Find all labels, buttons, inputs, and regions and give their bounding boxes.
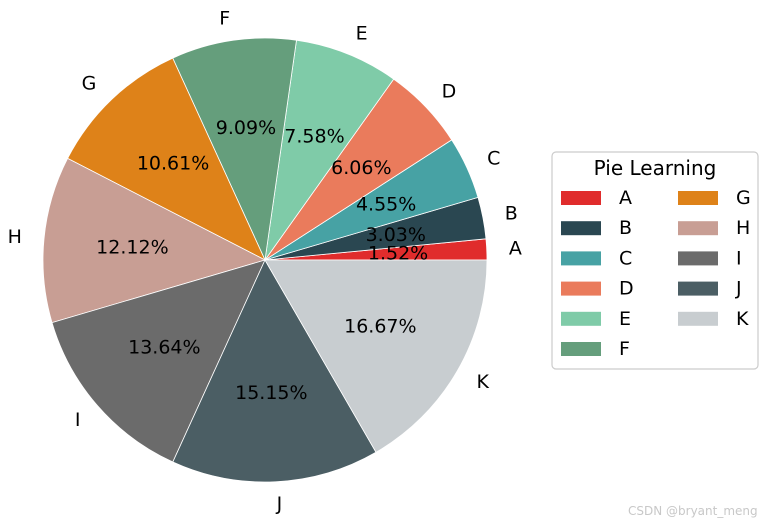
legend-swatch-b	[561, 221, 601, 236]
legend-swatch-j	[678, 281, 718, 296]
watermark: CSDN @bryant_meng	[628, 504, 758, 518]
legend-label-b: B	[619, 217, 632, 239]
legend-swatch-f	[561, 342, 601, 356]
category-label-j: J	[276, 493, 283, 515]
legend-label-g: G	[736, 187, 751, 209]
category-label-h: H	[8, 226, 22, 248]
pie-slice-k	[264, 259, 488, 453]
pie-slice-f	[172, 37, 297, 262]
legend-label-d: D	[619, 278, 634, 300]
pct-label-g: 10.61%	[137, 153, 209, 175]
legend-swatch-e	[561, 311, 601, 326]
pct-label-e: 7.58%	[284, 125, 344, 147]
pct-label-a: 1.52%	[368, 243, 428, 265]
legend-label-k: K	[736, 308, 749, 330]
percentage-labels: 1.52%3.03% 4.55% 6.06% 7.58% 9.09% 10.61% 12.1…	[96, 117, 428, 404]
legend-swatch-c	[561, 251, 601, 266]
pct-label-b: 3.03%	[366, 224, 426, 246]
legend-label-c: C	[619, 247, 632, 269]
category-label-b: B	[505, 203, 518, 225]
category-label-a: A	[509, 237, 522, 259]
category-label-i: I	[75, 409, 81, 431]
pie-slice-e	[264, 39, 395, 261]
category-label-g: G	[82, 72, 97, 94]
pie-slice-g	[67, 57, 266, 261]
legend-swatch-h	[678, 221, 718, 236]
pct-label-h: 12.12%	[96, 236, 168, 258]
pct-label-f: 9.09%	[216, 117, 276, 139]
legend-label-f: F	[619, 338, 630, 360]
category-label-f: F	[219, 7, 230, 29]
legend-label-h: H	[736, 217, 750, 239]
legend-label-i: I	[736, 247, 742, 269]
pie-slices	[42, 37, 488, 483]
category-label-k: K	[476, 371, 489, 393]
legend-swatch-d	[561, 281, 601, 296]
legend-label-e: E	[619, 308, 631, 330]
legend-label-j: J	[735, 278, 742, 300]
legend-swatch-k	[678, 311, 718, 326]
pie-slice-h	[42, 157, 267, 324]
pct-label-d: 6.06%	[331, 157, 391, 179]
category-label-e: E	[356, 22, 368, 44]
legend-label-a: A	[619, 187, 632, 209]
pie-slice-i	[51, 259, 266, 463]
category-label-d: D	[442, 80, 457, 102]
legend-swatch-g	[678, 191, 718, 205]
pct-label-j: 15.15%	[235, 382, 307, 404]
legend-title: Pie Learning	[594, 156, 717, 180]
legend-swatch-a	[561, 191, 601, 205]
pct-label-i: 13.64%	[128, 336, 200, 358]
pie-slice-j	[172, 259, 377, 483]
legend-swatch-i	[678, 251, 718, 266]
pct-label-c: 4.55%	[356, 194, 416, 216]
category-label-c: C	[487, 147, 500, 169]
pct-label-k: 16.67%	[344, 316, 416, 338]
category-labels: AB C D E F G H I J K	[8, 7, 522, 515]
